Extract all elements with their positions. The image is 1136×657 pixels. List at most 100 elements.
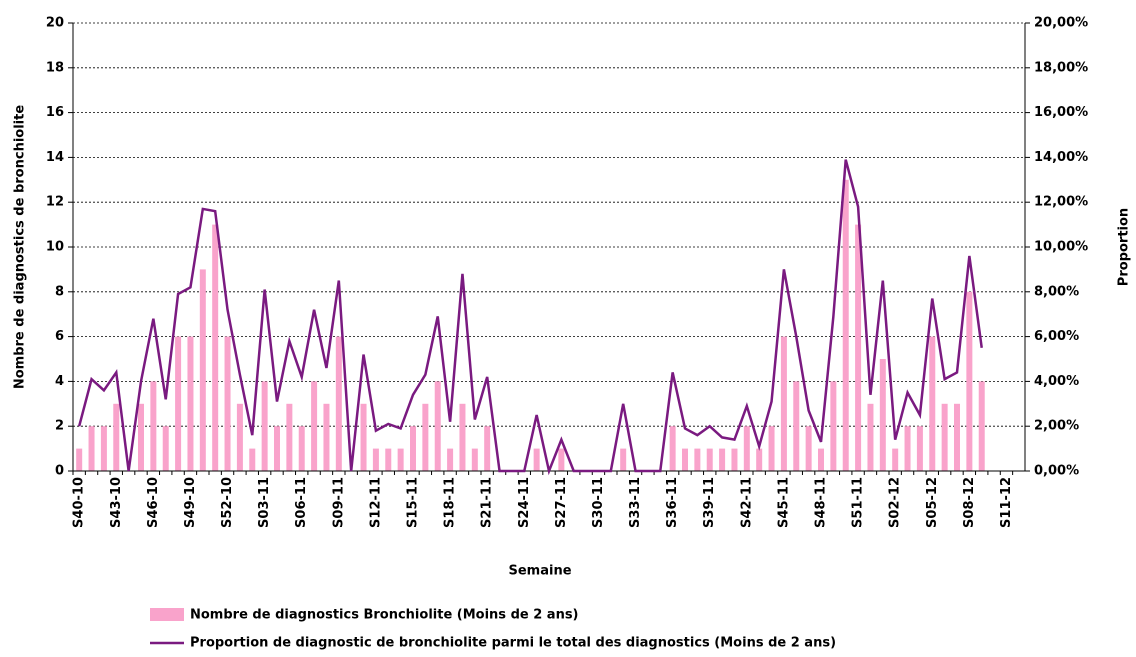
bar xyxy=(916,426,923,471)
bar xyxy=(298,426,305,471)
bar xyxy=(274,426,280,471)
y-tick-label: 12 xyxy=(46,195,64,210)
bar xyxy=(360,403,367,471)
y2-tick-label: 12,00% xyxy=(1034,195,1088,210)
bar xyxy=(620,448,627,471)
bar xyxy=(397,448,404,471)
bar xyxy=(892,448,899,471)
x-tick-label: S43-10 xyxy=(109,477,124,528)
y2-tick-label: 10,00% xyxy=(1034,240,1088,255)
bar xyxy=(261,381,268,471)
y-axis-title: Nombre de diagnostics de bronchiolite xyxy=(13,105,28,389)
bar xyxy=(138,403,144,471)
bar xyxy=(76,448,83,471)
x-tick-label: S51-11 xyxy=(851,477,866,528)
x-tick-label: S30-11 xyxy=(591,477,606,528)
bar xyxy=(793,381,800,471)
x-tick-label: S15-11 xyxy=(406,477,421,528)
bar xyxy=(805,426,812,471)
bar xyxy=(459,403,466,471)
bar xyxy=(855,224,862,471)
y2-tick-label: 6,00% xyxy=(1034,329,1079,344)
bar xyxy=(249,448,256,471)
bar xyxy=(842,179,849,472)
y-tick-label: 4 xyxy=(55,374,64,389)
x-tick-label: S21-11 xyxy=(480,477,495,528)
bar xyxy=(780,336,787,471)
bar xyxy=(929,336,936,471)
bar xyxy=(756,448,763,471)
x-tick-label: S49-10 xyxy=(183,477,198,528)
bar xyxy=(447,448,454,471)
x-tick-label: S46-10 xyxy=(146,477,161,528)
x-tick-label: S40-10 xyxy=(72,477,87,528)
bar xyxy=(335,336,342,471)
bar xyxy=(113,403,120,471)
bar xyxy=(954,403,960,471)
x-tick-label: S48-11 xyxy=(814,477,829,528)
y2-tick-label: 4,00% xyxy=(1034,374,1079,389)
legend-label: Nombre de diagnostics Bronchiolite (Moin… xyxy=(190,608,579,623)
y2-tick-label: 2,00% xyxy=(1034,419,1079,434)
bar xyxy=(385,448,392,471)
x-tick-label: S03-11 xyxy=(257,477,272,528)
y-tick-label: 2 xyxy=(55,419,64,434)
bar xyxy=(199,269,206,471)
x-tick-label: S05-12 xyxy=(925,477,940,528)
y-tick-label: 14 xyxy=(46,150,64,165)
bar xyxy=(978,381,985,471)
x-tick-label: S33-11 xyxy=(628,477,643,528)
x-tick-label: S06-11 xyxy=(294,477,309,528)
bar xyxy=(694,448,701,471)
x-tick-label: S02-12 xyxy=(888,477,903,528)
y2-tick-label: 18,00% xyxy=(1034,60,1088,75)
bar xyxy=(941,403,948,471)
y2-tick-label: 0,00% xyxy=(1034,464,1079,479)
legend-label: Proportion de diagnostic de bronchiolite… xyxy=(190,636,836,651)
x-tick-label: S11-12 xyxy=(999,477,1014,528)
y-tick-label: 0 xyxy=(55,464,64,479)
bar xyxy=(904,426,911,471)
bar xyxy=(434,381,441,471)
bar xyxy=(706,448,713,471)
bar xyxy=(558,448,565,471)
bar xyxy=(311,381,318,471)
bar xyxy=(867,403,874,471)
bar xyxy=(879,359,886,471)
x-tick-label: S27-11 xyxy=(554,477,569,528)
y2-tick-label: 16,00% xyxy=(1034,105,1088,120)
legend-swatch xyxy=(150,608,184,621)
bar xyxy=(471,448,478,471)
bar xyxy=(162,426,169,471)
bar xyxy=(323,403,330,471)
x-tick-label: S09-11 xyxy=(331,477,346,528)
bar xyxy=(88,426,95,471)
bar xyxy=(286,403,293,471)
bar xyxy=(422,403,429,471)
bar xyxy=(484,426,491,471)
bar xyxy=(768,426,775,471)
x-tick-label: S52-10 xyxy=(220,477,235,528)
x-tick-label: S42-11 xyxy=(739,477,754,528)
x-tick-label: S08-12 xyxy=(962,477,977,528)
x-tick-label: S12-11 xyxy=(368,477,383,528)
line xyxy=(77,159,983,476)
y-tick-label: 10 xyxy=(46,240,64,255)
bar xyxy=(224,336,231,471)
bar xyxy=(175,336,182,471)
x-tick-label: S24-11 xyxy=(517,477,532,528)
x-tick-label: S39-11 xyxy=(702,477,717,528)
y-tick-label: 20 xyxy=(46,16,64,31)
bar xyxy=(410,426,416,471)
bar xyxy=(187,336,194,471)
bar xyxy=(743,426,750,471)
bar xyxy=(372,448,379,471)
y2-tick-label: 14,00% xyxy=(1034,150,1088,165)
y2-axis-title: Proportion xyxy=(1117,208,1132,286)
y-tick-label: 16 xyxy=(46,105,64,120)
y2-tick-label: 20,00% xyxy=(1034,16,1088,31)
y2-tick-label: 8,00% xyxy=(1034,284,1079,299)
bar xyxy=(212,224,219,471)
bar xyxy=(150,381,157,471)
y-tick-label: 8 xyxy=(55,284,64,299)
